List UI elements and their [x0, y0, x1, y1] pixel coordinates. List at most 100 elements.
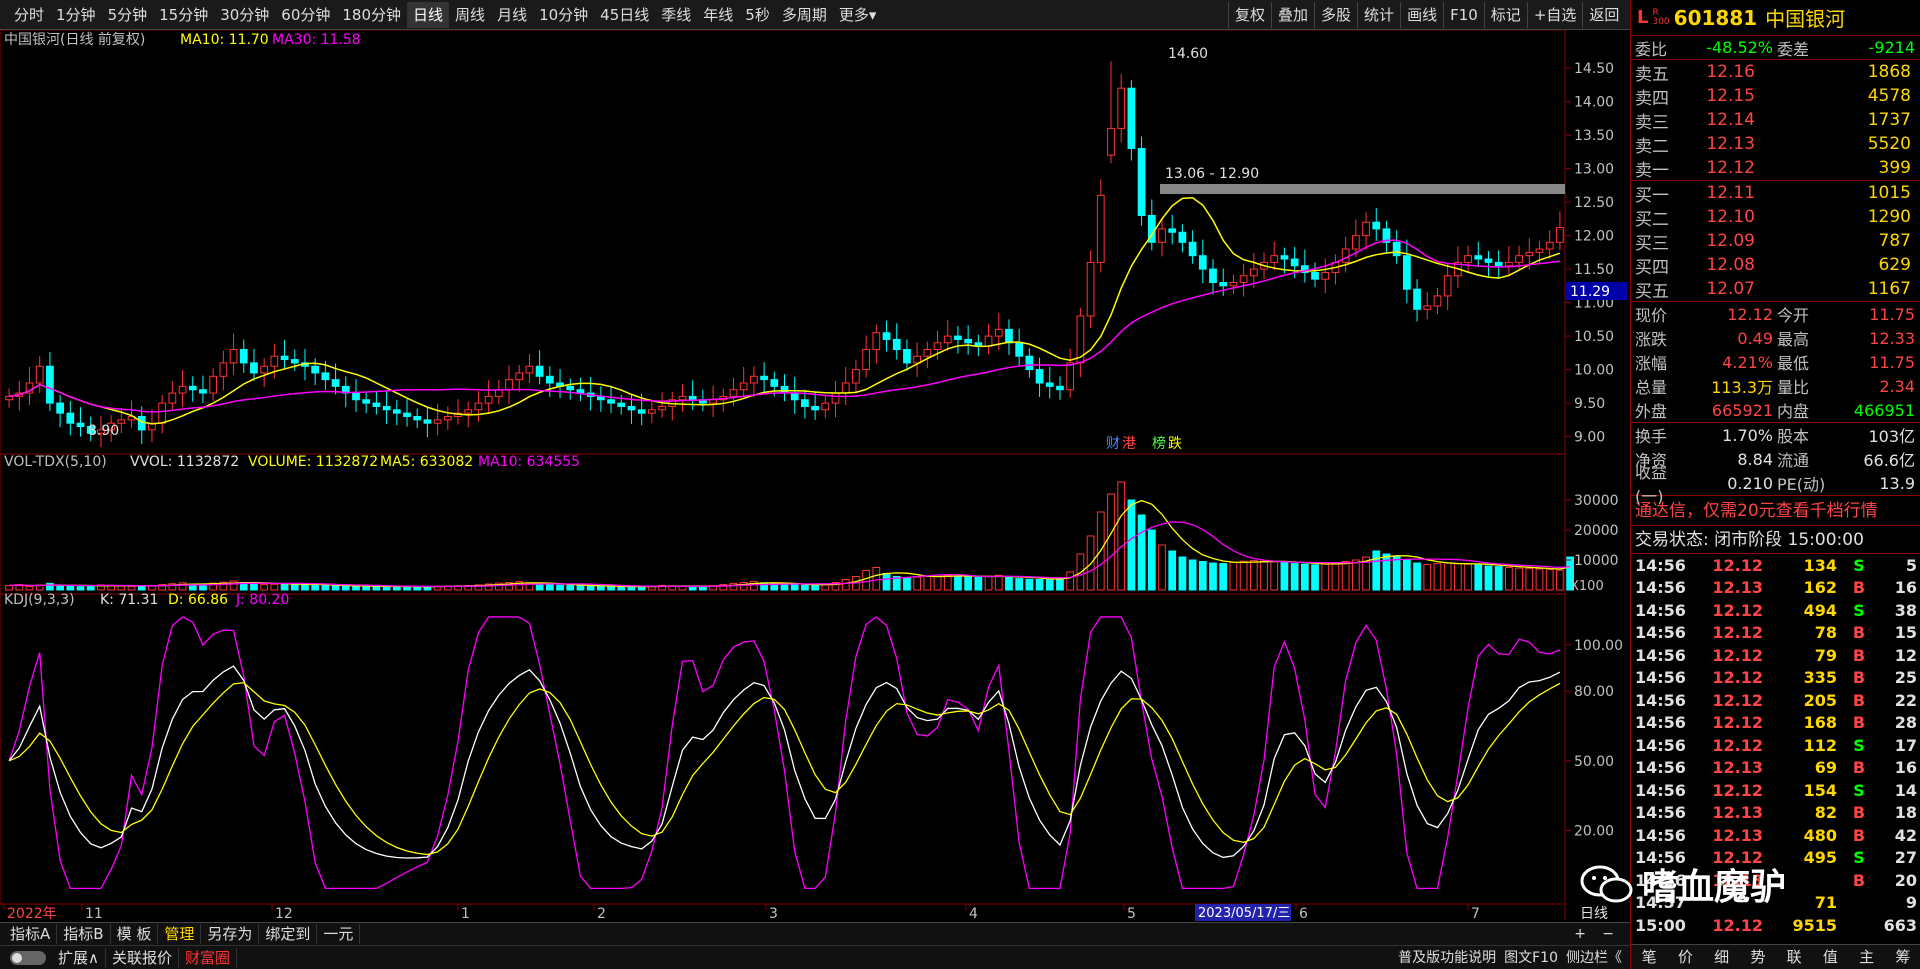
bottom-tool[interactable]: 财富圈	[179, 947, 238, 968]
side-tab[interactable]: 价	[1677, 948, 1693, 966]
period-tab[interactable]: 45日线	[600, 5, 650, 24]
tick-row: 14:56 12.13 B 20	[1631, 869, 1920, 892]
tool-button[interactable]: 返回	[1582, 2, 1625, 28]
volume-bar	[5, 585, 13, 591]
tick-list: 14:56 12.12 134 S 5 14:56 12.13 162 B 16 14:56 12.1…	[1631, 554, 1920, 937]
period-tab[interactable]: 30分钟	[220, 5, 270, 24]
toggle-switch[interactable]	[10, 950, 46, 965]
bottom-tool[interactable]: 扩展∧	[52, 947, 106, 968]
ma30-label: MA30: 11.58	[272, 32, 361, 48]
side-tab[interactable]: 主	[1859, 948, 1875, 966]
indicator-tab[interactable]: 指标A	[4, 924, 58, 944]
zoom-out-button[interactable]: −	[1602, 926, 1614, 942]
candle	[770, 379, 779, 387]
tool-button[interactable]: 统计	[1357, 2, 1400, 28]
tick-price: 12.13	[1712, 825, 1763, 845]
indicator-tab[interactable]: 指标B	[57, 924, 111, 944]
tick-count: 17	[1894, 735, 1917, 755]
quote-key: 外盘	[1635, 402, 1668, 421]
side-tab[interactable]: 势	[1750, 948, 1766, 966]
candle	[1035, 369, 1044, 384]
bottom-link[interactable]: 图文F10	[1504, 950, 1558, 966]
period-tab[interactable]: 180分钟	[342, 5, 402, 24]
bottom-link[interactable]: 侧边栏《	[1566, 950, 1622, 966]
tick-price: 12.12	[1712, 668, 1763, 688]
quote-value: 1.70%	[1722, 425, 1773, 445]
main-chart-title: 中国银河(日线 前复权)	[4, 31, 145, 48]
book-price: 12.14	[1706, 110, 1755, 130]
candle	[1045, 382, 1054, 387]
volume-bar	[1066, 571, 1075, 591]
period-tab[interactable]: 年线	[703, 5, 734, 24]
candle	[637, 409, 646, 414]
period-tab[interactable]: 60分钟	[281, 5, 331, 24]
tool-button[interactable]: +自选	[1526, 2, 1583, 28]
candle	[1056, 385, 1064, 391]
period-tab[interactable]: 多周期	[781, 5, 827, 24]
candle	[1413, 288, 1421, 310]
candle	[362, 399, 371, 404]
quote-key: 总量	[1635, 378, 1668, 397]
candle	[464, 409, 473, 414]
period-tab[interactable]: 季线	[661, 5, 692, 24]
period-tab[interactable]: 10分钟	[539, 5, 589, 24]
tick-side: B	[1852, 645, 1866, 665]
period-tab[interactable]: 5秒	[745, 5, 770, 24]
candle	[647, 409, 656, 414]
volume-bar	[862, 570, 870, 591]
side-tab[interactable]: 笔	[1641, 948, 1657, 966]
bottom-tool[interactable]: 关联报价	[106, 947, 179, 968]
tick-price: 12.12	[1712, 555, 1763, 575]
period-tab[interactable]: 分时	[14, 5, 45, 24]
period-tab[interactable]: 5分钟	[107, 5, 148, 24]
side-tab[interactable]: 细	[1714, 948, 1730, 966]
candle	[1402, 255, 1411, 290]
quote-key: 最高	[1777, 330, 1810, 349]
indicator-tab[interactable]: 模 板	[111, 924, 159, 944]
y-tick: 14.50	[1574, 61, 1614, 77]
volume-bar	[923, 575, 932, 591]
stock-code[interactable]: 601881	[1673, 5, 1758, 30]
side-tab[interactable]: 值	[1822, 948, 1838, 966]
candle	[1341, 248, 1350, 263]
candle	[46, 365, 54, 404]
quote-row: 涨跌 0.49 最高 12.33	[1631, 326, 1920, 350]
tool-button[interactable]: 叠加	[1271, 2, 1314, 28]
quote-row: 外盘 665921 内盘 466951	[1631, 398, 1920, 422]
indicator-tab[interactable]: 一元	[317, 924, 361, 944]
tick-time: 14:56	[1635, 870, 1686, 890]
volume-bar	[1494, 566, 1503, 591]
zoom-in-button[interactable]: +	[1574, 926, 1586, 942]
indicator-tab[interactable]: 另存为	[201, 924, 260, 944]
period-tab[interactable]: 日线	[407, 1, 450, 28]
indicator-tab[interactable]: 管理	[158, 924, 202, 944]
volume-bar	[1311, 564, 1319, 591]
volume-bar	[158, 584, 167, 591]
tool-button[interactable]: 多股	[1314, 2, 1357, 28]
tool-button[interactable]: F10	[1443, 2, 1484, 28]
promo-banner[interactable]: 通达信，仅需20元查看千档行情	[1631, 496, 1920, 526]
tick-price: 12.12	[1712, 713, 1763, 733]
period-tab[interactable]: 周线	[455, 5, 486, 24]
tool-button[interactable]: 画线	[1400, 2, 1443, 28]
period-tab[interactable]: 更多▾	[838, 5, 877, 24]
tool-button[interactable]: 标记	[1483, 2, 1527, 28]
indicator-tab[interactable]: 绑定到	[259, 924, 318, 944]
bottom-link[interactable]: 普及版功能说明	[1398, 950, 1497, 966]
side-tab[interactable]: 联	[1786, 948, 1802, 966]
tick-side: S	[1853, 735, 1865, 755]
chart-area[interactable]: 中国银河(日线 前复权) MA10: 11.70 MA30: 11.58 13.…	[0, 30, 1630, 934]
candle-series	[5, 61, 1564, 448]
candle	[933, 342, 942, 350]
period-tab[interactable]: 1分钟	[56, 5, 96, 24]
tick-side: B	[1852, 690, 1866, 710]
tool-button[interactable]: 复权	[1228, 2, 1271, 28]
tick-time: 14:56	[1635, 690, 1686, 710]
volume-bar	[250, 583, 258, 591]
side-tab[interactable]: 筹	[1895, 948, 1911, 966]
candle	[678, 395, 687, 401]
period-tab[interactable]: 15分钟	[159, 5, 209, 24]
stock-name[interactable]: 中国银河	[1765, 7, 1846, 31]
period-tab[interactable]: 月线	[497, 5, 528, 24]
volume-bar	[1280, 561, 1289, 591]
